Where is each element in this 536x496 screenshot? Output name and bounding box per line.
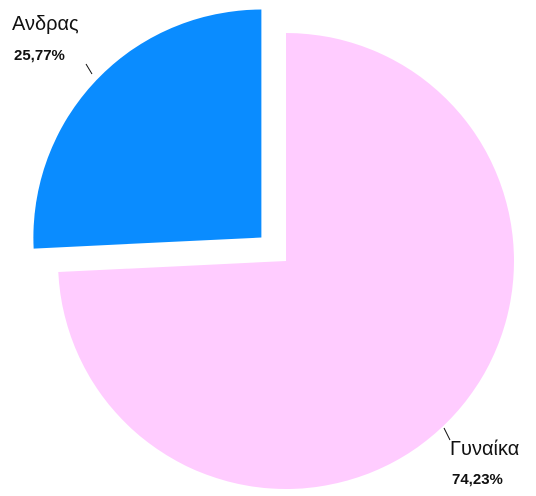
slice-label-gynaika: Γυναίκα bbox=[450, 438, 519, 460]
leader-line-gynaika bbox=[443, 427, 451, 441]
slice-value-andras: 25,77% bbox=[14, 47, 65, 64]
slice-label-andras: Ανδρας bbox=[12, 13, 79, 35]
pie-slices bbox=[33, 9, 514, 490]
leader-line-andras bbox=[85, 63, 93, 75]
pie-slice-gynaika bbox=[58, 33, 514, 490]
slice-value-gynaika: 74,23% bbox=[452, 471, 503, 488]
pie-slice-andras bbox=[33, 9, 262, 249]
